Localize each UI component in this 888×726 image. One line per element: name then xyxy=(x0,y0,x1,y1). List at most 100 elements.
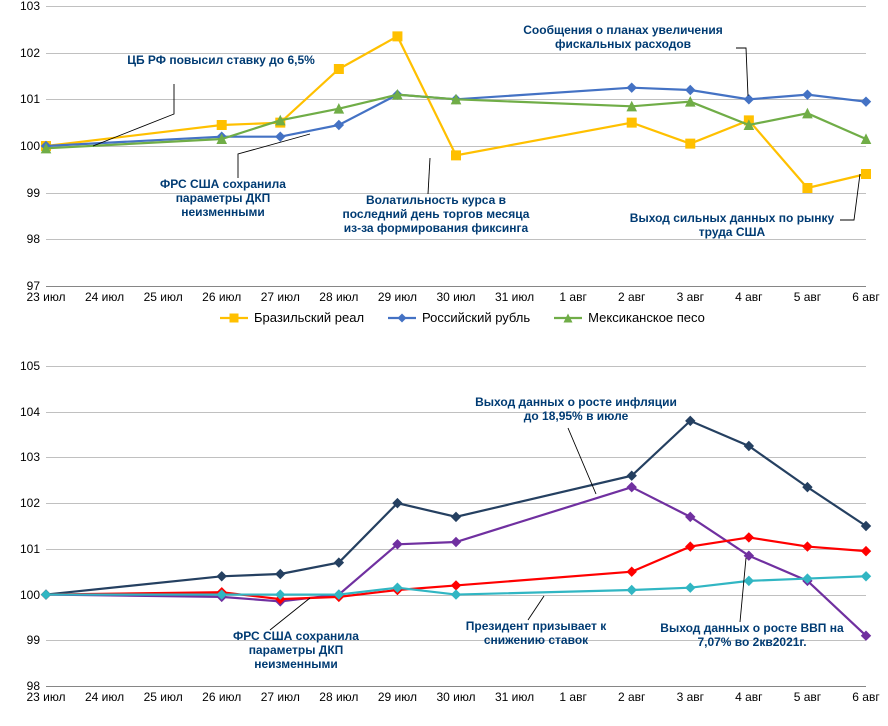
y-tick-label: 99 xyxy=(27,186,46,200)
series-marker xyxy=(276,132,285,141)
legend-item: Бразильский реал xyxy=(220,310,364,325)
series-marker xyxy=(393,32,402,41)
series-marker xyxy=(862,170,871,179)
annotation: Выход сильных данных по рынку труда США xyxy=(622,212,842,240)
annotation-leader xyxy=(568,428,596,494)
plot-area: 989910010110210310410523 июл24 июл25 июл… xyxy=(46,366,866,687)
x-tick-label: 6 авг xyxy=(852,286,879,304)
x-tick-label: 3 авг xyxy=(677,286,704,304)
x-tick-label: 27 июл xyxy=(261,686,300,704)
annotation-leader xyxy=(528,596,544,620)
annotation-leader xyxy=(736,48,748,96)
x-tick-label: 2 авг xyxy=(618,686,645,704)
annotation: ФРС США сохранила параметры ДКП неизменн… xyxy=(138,178,308,219)
series-marker xyxy=(217,572,226,581)
y-tick-label: 104 xyxy=(20,405,46,419)
series-marker xyxy=(744,576,753,585)
legend-label: Бразильский реал xyxy=(254,310,364,325)
annotation-leader xyxy=(840,174,860,220)
x-tick-label: 29 июл xyxy=(378,686,417,704)
y-tick-label: 103 xyxy=(20,450,46,464)
x-tick-label: 31 июл xyxy=(495,686,534,704)
chart-panel: 989910010110210310410523 июл24 июл25 июл… xyxy=(0,360,888,720)
chart-panel: 97989910010110210323 июл24 июл25 июл26 и… xyxy=(0,0,888,338)
x-tick-label: 4 авг xyxy=(735,286,762,304)
series-marker xyxy=(627,118,636,127)
series-marker xyxy=(627,83,636,92)
y-tick-label: 99 xyxy=(27,633,46,647)
legend-swatch xyxy=(388,312,416,324)
x-tick-label: 2 авг xyxy=(618,286,645,304)
x-tick-label: 24 июл xyxy=(85,286,124,304)
series-marker xyxy=(744,95,753,104)
plot-area: 97989910010110210323 июл24 июл25 июл26 и… xyxy=(46,6,866,287)
series-marker xyxy=(862,135,871,144)
annotation-leader xyxy=(428,158,430,194)
x-tick-label: 31 июл xyxy=(495,286,534,304)
annotation: ЦБ РФ повысил ставку до 6,5% xyxy=(126,54,316,68)
series-marker xyxy=(686,139,695,148)
legend-item: Российский рубль xyxy=(388,310,530,325)
x-tick-label: 5 авг xyxy=(794,686,821,704)
legend-swatch xyxy=(554,312,582,324)
x-tick-label: 1 авг xyxy=(559,286,586,304)
y-tick-label: 103 xyxy=(20,0,46,13)
x-tick-label: 28 июл xyxy=(319,686,358,704)
series-marker xyxy=(334,121,343,130)
series-marker xyxy=(334,65,343,74)
y-tick-label: 98 xyxy=(27,232,46,246)
x-tick-label: 4 авг xyxy=(735,686,762,704)
x-tick-label: 27 июл xyxy=(261,286,300,304)
series-marker xyxy=(452,590,461,599)
figure-container: 97989910010110210323 июл24 июл25 июл26 и… xyxy=(0,0,888,726)
x-tick-label: 28 июл xyxy=(319,286,358,304)
series-marker xyxy=(686,542,695,551)
series-marker xyxy=(627,483,636,492)
legend: Бразильский реал Российский рубль Мексикан… xyxy=(220,310,705,325)
y-tick-label: 101 xyxy=(20,542,46,556)
x-tick-label: 26 июл xyxy=(202,286,241,304)
y-tick-label: 105 xyxy=(20,359,46,373)
x-tick-label: 1 авг xyxy=(559,686,586,704)
annotation: Выход данных о росте ВВП на 7,07% во 2кв… xyxy=(642,622,862,650)
annotation: Выход данных о росте инфляции до 18,95% … xyxy=(466,396,686,424)
series-marker xyxy=(862,572,871,581)
series-marker xyxy=(862,97,871,106)
legend-label: Российский рубль xyxy=(422,310,530,325)
annotation-leader xyxy=(270,598,310,630)
annotation-leader xyxy=(93,84,174,146)
series-marker xyxy=(452,581,461,590)
x-tick-label: 23 июл xyxy=(26,686,65,704)
x-tick-label: 26 июл xyxy=(202,686,241,704)
series-marker xyxy=(452,151,461,160)
series-marker xyxy=(627,586,636,595)
x-tick-label: 5 авг xyxy=(794,286,821,304)
x-tick-label: 3 авг xyxy=(677,686,704,704)
annotation: Президент призывает к снижению ставок xyxy=(436,620,636,648)
series-marker xyxy=(686,583,695,592)
series-marker xyxy=(686,86,695,95)
y-tick-label: 102 xyxy=(20,46,46,60)
series-line xyxy=(46,421,866,595)
series-marker xyxy=(452,512,461,521)
x-tick-label: 29 июл xyxy=(378,286,417,304)
series-marker xyxy=(803,90,812,99)
series-marker xyxy=(803,184,812,193)
annotation-leader xyxy=(238,134,310,178)
legend-swatch xyxy=(220,312,248,324)
series-marker xyxy=(627,567,636,576)
legend-item: Мексиканское песо xyxy=(554,310,705,325)
x-tick-label: 23 июл xyxy=(26,286,65,304)
annotation-leader xyxy=(740,558,746,622)
y-tick-label: 101 xyxy=(20,92,46,106)
x-tick-label: 24 июл xyxy=(85,686,124,704)
x-tick-label: 25 июл xyxy=(144,286,183,304)
series-line xyxy=(46,487,866,636)
x-tick-label: 25 июл xyxy=(144,686,183,704)
x-tick-label: 30 июл xyxy=(436,286,475,304)
x-tick-label: 6 авг xyxy=(852,686,879,704)
legend-label: Мексиканское песо xyxy=(588,310,705,325)
annotation: ФРС США сохранила параметры ДКП неизменн… xyxy=(206,630,386,671)
annotation: Сообщения о планах увеличения фискальных… xyxy=(508,24,738,52)
series-marker xyxy=(217,121,226,130)
